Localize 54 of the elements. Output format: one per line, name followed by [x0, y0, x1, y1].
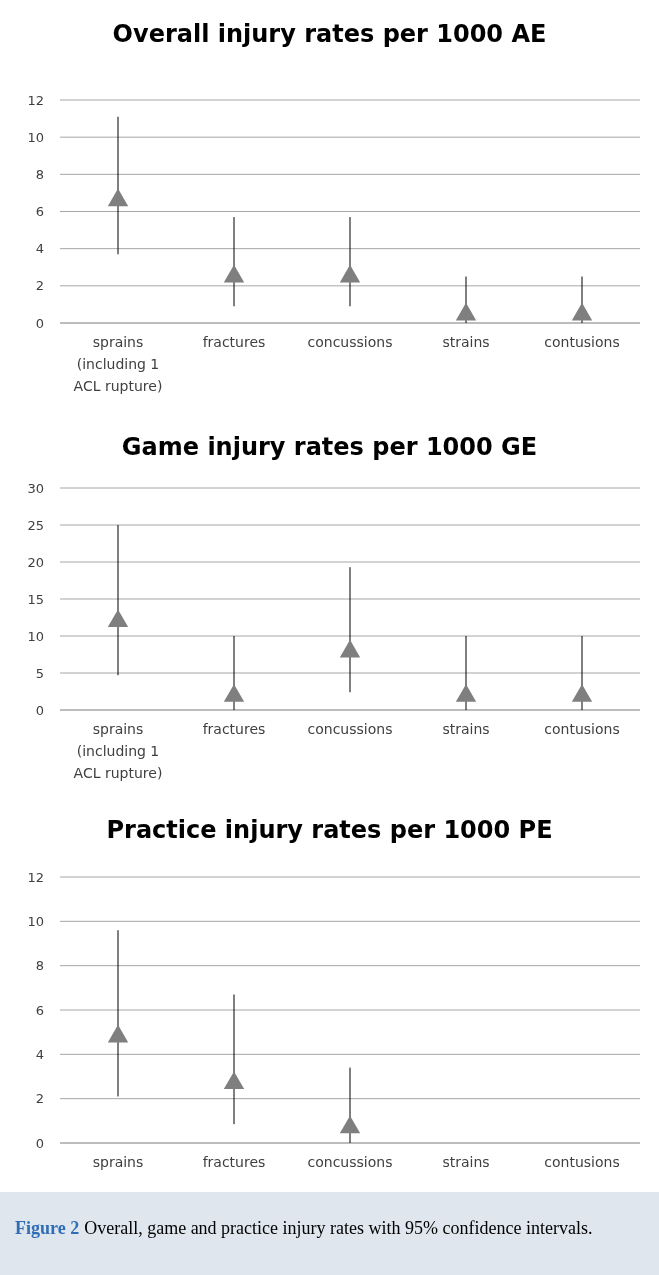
x-tick-label: concussions [307, 1154, 393, 1170]
y-tick-label: 12 [27, 869, 44, 885]
point [571, 302, 593, 321]
y-tick-label: 0 [35, 315, 44, 331]
point [571, 684, 593, 702]
caption: Figure 2 [15, 1218, 80, 1238]
y-tick-label: 15 [27, 591, 44, 607]
x-tick-label: fractures [202, 334, 266, 350]
y-tick-label: 4 [35, 241, 44, 257]
point [223, 684, 245, 702]
x-tick-label: sprains [92, 1154, 144, 1170]
chart-title: Game injury rates per 1000 GE [121, 433, 538, 461]
point [223, 264, 245, 283]
y-tick-label: 6 [35, 204, 44, 220]
x-tick-label: fractures [202, 1154, 266, 1170]
point [455, 684, 477, 702]
x-tick-label: contusions [544, 334, 620, 350]
y-tick-label: 25 [27, 517, 44, 533]
x-tick-label: sprains (including 1 ACL rupture) [73, 721, 163, 781]
y-tick-label: 6 [35, 1002, 44, 1018]
y-tick-label: 2 [35, 278, 44, 294]
point [455, 302, 477, 321]
point [339, 639, 361, 658]
y-tick-label: 30 [27, 480, 44, 496]
x-tick-label: strains [442, 334, 490, 350]
y-tick-label: 12 [27, 92, 44, 108]
y-tick-label: 20 [27, 554, 44, 570]
y-tick-label: 2 [35, 1091, 44, 1107]
x-tick-label: concussions [307, 334, 393, 350]
x-tick-label: concussions [307, 721, 393, 737]
point [339, 1115, 361, 1134]
y-tick-label: 8 [35, 958, 44, 974]
y-tick-label: 8 [35, 166, 44, 182]
y-tick-label: 5 [35, 665, 44, 681]
x-tick-label: sprains (including 1 ACL rupture) [73, 334, 163, 394]
point [223, 1071, 245, 1090]
x-tick-label: contusions [544, 1154, 620, 1170]
y-tick-label: 10 [27, 628, 44, 644]
point [339, 264, 361, 283]
point [107, 609, 129, 628]
text: Overall, game and practice injury rates with 95% confidence intervals. [84, 1218, 593, 1238]
y-tick-label: 10 [27, 913, 44, 929]
chart-title: Practice injury rates per 1000 PE [106, 816, 553, 844]
x-tick-label: strains [442, 1154, 490, 1170]
y-tick-label: 0 [35, 702, 44, 718]
x-tick-label: contusions [544, 721, 620, 737]
x-tick-label: strains [442, 721, 490, 737]
y-tick-label: 4 [35, 1046, 44, 1062]
point [107, 188, 129, 207]
y-tick-label: 10 [27, 129, 44, 145]
y-tick-label: 0 [35, 1135, 44, 1151]
x-tick-label: fractures [202, 721, 266, 737]
chart-title: Overall injury rates per 1000 AE [112, 20, 547, 48]
point [107, 1024, 129, 1043]
